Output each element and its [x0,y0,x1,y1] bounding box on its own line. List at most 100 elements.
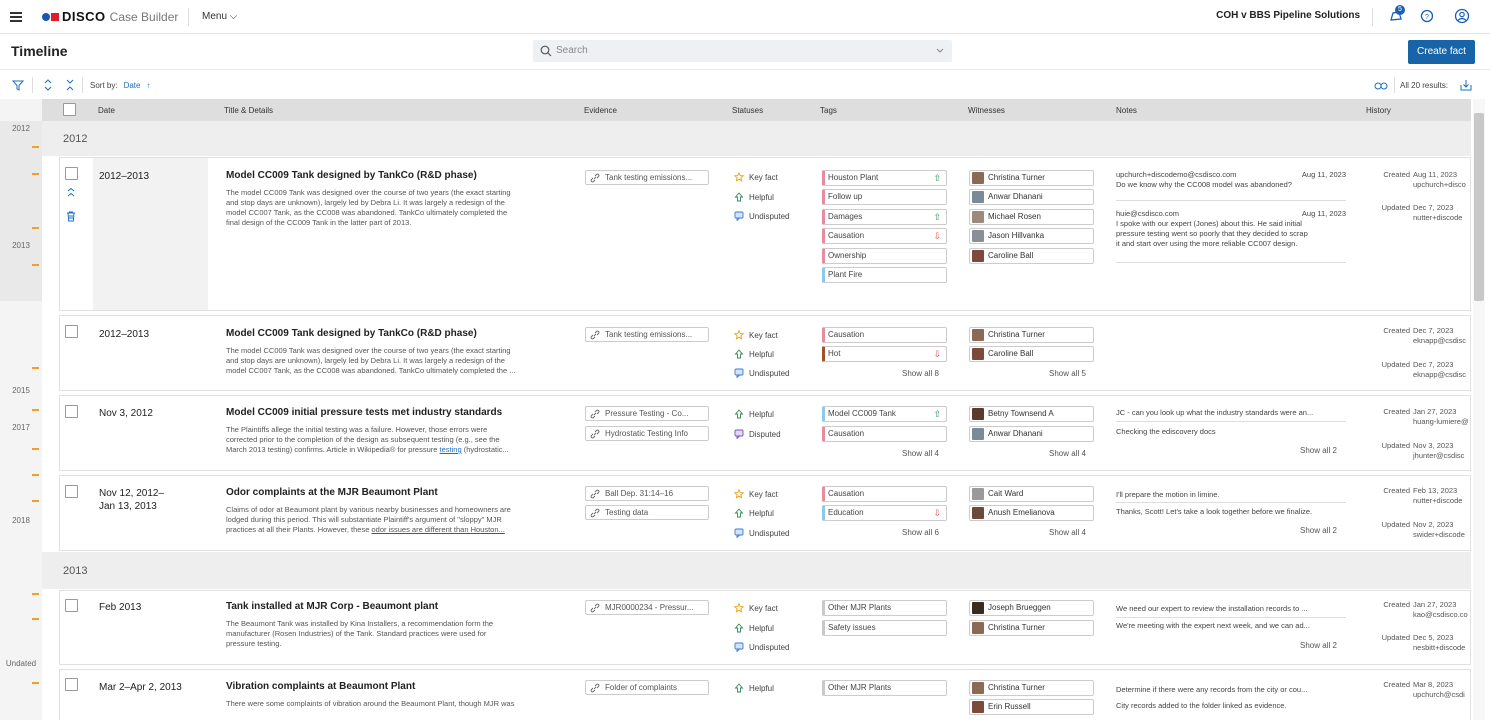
timeline-rail[interactable] [0,99,42,720]
note-item[interactable]: Checking the ediscovery docs [1116,427,1348,437]
status-undisputed[interactable]: Undisputed [734,368,789,379]
table-row[interactable]: Nov 12, 2012– Jan 13, 2013 Odor complaint… [59,475,1471,551]
notes-show-all-link[interactable]: Show all 2 [1300,526,1337,535]
witness-chip[interactable]: Christina Turner [969,327,1094,343]
evidence-chip[interactable]: Tank testing emissions... [585,327,709,342]
fact-title[interactable]: Model CC009 Tank designed by TankCo (R&D… [226,170,477,181]
table-row[interactable]: 2012–2013 Model CC009 Tank designed by T… [59,157,1471,311]
note-item[interactable]: We need our expert to review the install… [1116,604,1348,614]
witness-chip[interactable]: Jason Hillvanka [969,228,1094,244]
evidence-chip[interactable]: Pressure Testing - Co... [585,406,709,421]
table-row[interactable]: Mar 2–Apr 2, 2013 Vibration complaints a… [59,669,1471,720]
user-profile-icon[interactable] [1454,8,1470,24]
witness-chip[interactable]: Anwar Dhanani [969,426,1094,442]
status-disputed[interactable]: Disputed [734,429,781,440]
row-checkbox[interactable] [65,325,78,338]
fact-title[interactable]: Model CC009 Tank designed by TankCo (R&D… [226,328,477,339]
tag-chip[interactable]: Model CC009 Tank ⇧ [822,406,947,422]
chevron-down-icon[interactable] [936,48,944,53]
column-statuses[interactable]: Statuses [732,106,764,115]
fact-title[interactable]: Vibration complaints at Beaumont Plant [226,681,416,692]
column-notes[interactable]: Notes [1116,106,1137,115]
collapse-all-icon[interactable] [66,79,74,91]
fact-title[interactable]: Odor complaints at the MJR Beaumont Plan… [226,487,438,498]
tag-chip[interactable]: Hot ⇩ [822,346,947,362]
witness-chip[interactable]: Cait Ward [969,486,1094,502]
tag-chip[interactable]: Causation [822,426,947,442]
tag-chip[interactable]: Houston Plant ⇧ [822,170,947,186]
table-row[interactable]: 2012–2013 Model CC009 Tank designed by T… [59,315,1471,391]
expand-all-icon[interactable] [44,79,52,91]
witness-chip[interactable]: Joseph Brueggen [969,600,1094,616]
status-key-fact[interactable]: Key fact [734,330,778,341]
status-helpful[interactable]: Helpful [734,349,774,360]
create-fact-button[interactable]: Create fact [1408,40,1475,64]
collapse-row-icon[interactable] [66,188,76,198]
witness-chip[interactable]: Anush Emelianova [969,505,1094,521]
status-helpful[interactable]: Helpful [734,683,774,694]
delete-icon[interactable] [66,211,76,222]
table-row[interactable]: Feb 2013 Tank installed at MJR Corp - Be… [59,590,1471,665]
row-checkbox[interactable] [65,405,78,418]
help-icon[interactable]: ? [1419,8,1435,24]
row-checkbox[interactable] [65,167,78,180]
tags-show-all-link[interactable]: Show all 6 [902,528,939,537]
status-key-fact[interactable]: Key fact [734,489,778,500]
evidence-chip[interactable]: Folder of complaints [585,680,709,695]
sort-control[interactable]: Sort by: Date ↑ [90,81,150,90]
tag-chip[interactable]: Other MJR Plants [822,600,947,616]
tags-show-all-link[interactable]: Show all 8 [902,369,939,378]
evidence-chip[interactable]: Tank testing emissions... [585,170,709,185]
view-options-icon[interactable] [1374,80,1388,90]
column-title[interactable]: Title & Details [224,106,274,115]
row-checkbox[interactable] [65,485,78,498]
column-tags[interactable]: Tags [820,106,837,115]
row-checkbox[interactable] [65,599,78,612]
row-checkbox[interactable] [65,678,78,691]
witnesses-show-all-link[interactable]: Show all 4 [1049,449,1086,458]
search-input[interactable]: Search [533,40,952,62]
evidence-chip[interactable]: Hydrostatic Testing Info [585,426,709,441]
rail-undated[interactable]: Undated [5,659,37,668]
tag-chip[interactable]: Safety issues [822,620,947,636]
notes-show-all-link[interactable]: Show all 2 [1300,446,1337,455]
tags-show-all-link[interactable]: Show all 4 [902,449,939,458]
note-item[interactable]: JC - can you look up what the industry s… [1116,408,1348,418]
witness-chip[interactable]: Betny Townsend A [969,406,1094,422]
case-name[interactable]: COH v BBS Pipeline Solutions [1216,10,1360,21]
rail-year[interactable]: 2013 [12,241,30,250]
witness-chip[interactable]: Christina Turner [969,680,1094,696]
wikipedia-link[interactable]: testing [439,445,462,454]
witness-chip[interactable]: Caroline Ball [969,248,1094,264]
status-helpful[interactable]: Helpful [734,508,774,519]
filter-icon[interactable] [12,80,24,91]
note-item[interactable]: upchurch+discodemo@csdisco.com Aug 11, 20… [1116,170,1348,190]
tag-chip[interactable]: Plant Fire [822,267,947,283]
witness-chip[interactable]: Christina Turner [969,620,1094,636]
witnesses-show-all-link[interactable]: Show all 5 [1049,369,1086,378]
tag-chip[interactable]: Causation ⇩ [822,228,947,244]
fact-title[interactable]: Model CC009 initial pressure tests met i… [226,407,503,418]
witnesses-show-all-link[interactable]: Show all 4 [1049,528,1086,537]
note-item[interactable]: I'll prepare the motion in limine. [1116,490,1348,500]
note-item[interactable]: Thanks, Scott! Let's take a look togethe… [1116,507,1348,517]
column-date[interactable]: Date [98,106,115,115]
column-evidence[interactable]: Evidence [584,106,617,115]
select-all-checkbox[interactable] [63,103,76,116]
app-logo[interactable]: DISCO Case Builder [42,9,178,24]
rail-year[interactable]: 2018 [12,516,30,525]
tag-chip[interactable]: Causation [822,327,947,343]
status-helpful[interactable]: Helpful [734,192,774,203]
note-item[interactable]: City records added to the folder linked … [1116,701,1348,711]
column-witnesses[interactable]: Witnesses [968,106,1005,115]
witness-chip[interactable]: Michael Rosen [969,209,1094,225]
status-helpful[interactable]: Helpful [734,623,774,634]
note-item[interactable]: We're meeting with the expert next week,… [1116,621,1348,631]
note-item[interactable]: huie@csdisco.com Aug 11, 2023 I spoke wit… [1116,209,1348,249]
tag-chip[interactable]: Other MJR Plants [822,680,947,696]
rail-year[interactable]: 2012 [12,124,30,133]
hamburger-menu-icon[interactable] [10,10,22,22]
column-history[interactable]: History [1366,106,1391,115]
evidence-chip[interactable]: MJR0000234 - Pressur... [585,600,709,615]
note-item[interactable]: Determine if there were any records from… [1116,685,1348,695]
